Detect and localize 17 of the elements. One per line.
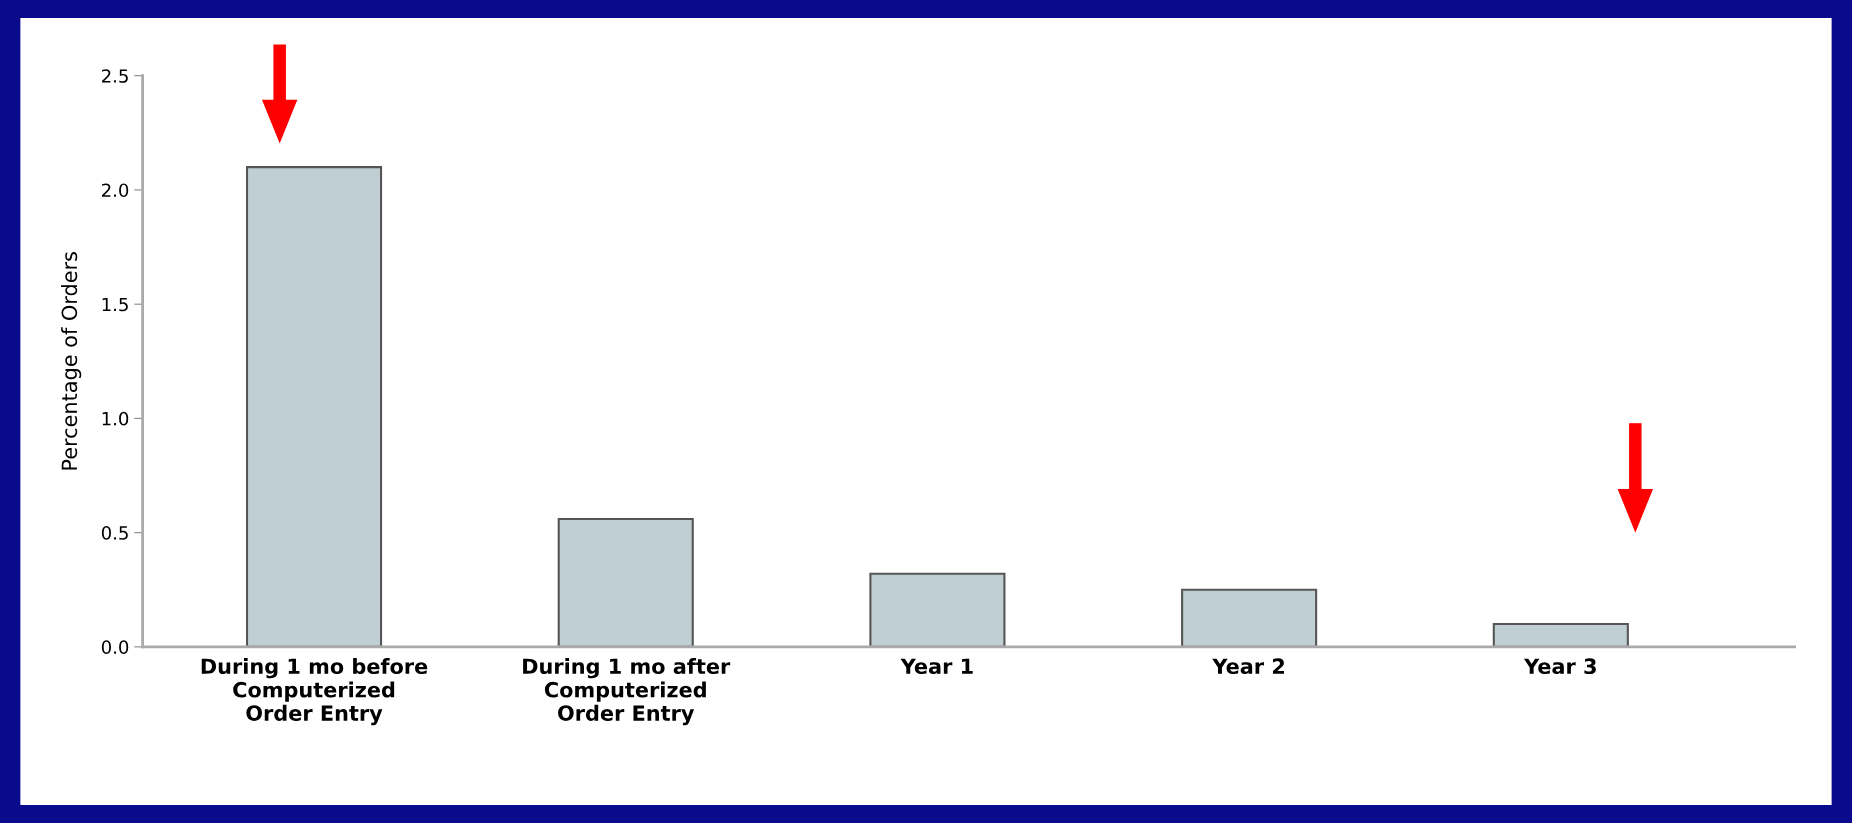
x-tick-label: Year 3 (1523, 658, 1596, 675)
y-tick-label: 2.0 (102, 183, 129, 198)
bar (869, 572, 1006, 647)
bar (557, 517, 694, 647)
bar (1181, 588, 1318, 647)
x-tick-label: Year 1 (900, 658, 973, 675)
y-tick-label: 0.5 (101, 526, 128, 540)
x-tick-label: During 1 mo before Computerized Order Entry (201, 657, 428, 726)
x-tick-label: Year 2 (1212, 658, 1285, 675)
bar (1492, 622, 1629, 647)
bar (245, 166, 383, 647)
y-tick-label: 2.5 (102, 69, 128, 83)
y-tick-label: 1.0 (102, 411, 129, 426)
y-axis-title: Percentage of Orders (61, 252, 82, 470)
y-tick-label: 1.5 (102, 297, 128, 312)
y-tick-label: 0.0 (101, 640, 129, 654)
x-tick-label: During 1 mo after Computerized Order Entry (523, 657, 731, 726)
